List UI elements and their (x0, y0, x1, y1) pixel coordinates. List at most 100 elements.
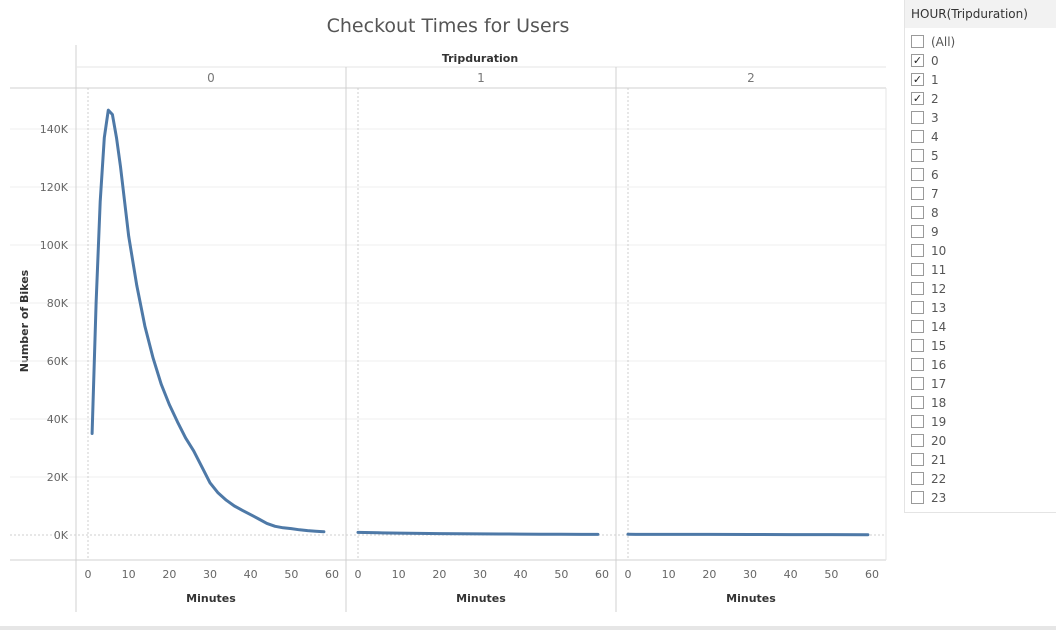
filter-item-15[interactable]: 15 (905, 336, 1056, 355)
filter-item-label: 21 (931, 452, 947, 467)
filter-item-12[interactable]: 12 (905, 279, 1056, 298)
checkbox-icon[interactable] (911, 377, 924, 390)
line-chart: Checkout Times for Users Tripduration Nu… (10, 15, 887, 612)
filter-item-label: 15 (931, 338, 947, 353)
filter-item-1[interactable]: ✓ 1 (905, 70, 1056, 89)
y-tick-label: 0K (54, 529, 69, 542)
checkbox-icon[interactable] (911, 396, 924, 409)
filter-item-22[interactable]: 22 (905, 469, 1056, 488)
filter-item-6[interactable]: 6 (905, 165, 1056, 184)
checkbox-icon[interactable] (911, 111, 924, 124)
filter-item-3[interactable]: 3 (905, 108, 1056, 127)
filter-item-5[interactable]: 5 (905, 146, 1056, 165)
filter-item-18[interactable]: 18 (905, 393, 1056, 412)
checkbox-icon[interactable] (911, 225, 924, 238)
x-tick-label: 0 (355, 568, 362, 581)
filter-item-all[interactable]: (All) (905, 32, 1056, 51)
filter-item-9[interactable]: 9 (905, 222, 1056, 241)
checkbox-icon[interactable] (911, 263, 924, 276)
filter-item-8[interactable]: 8 (905, 203, 1056, 222)
x-tick-label: 50 (284, 568, 298, 581)
checkbox-checked-icon[interactable]: ✓ (911, 73, 924, 86)
y-tick-label: 140K (40, 123, 69, 136)
filter-item-10[interactable]: 10 (905, 241, 1056, 260)
filter-item-11[interactable]: 11 (905, 260, 1056, 279)
x-tick-label: 20 (432, 568, 446, 581)
filter-item-14[interactable]: 14 (905, 317, 1056, 336)
filter-item-label: 0 (931, 53, 939, 68)
checkbox-icon[interactable] (911, 320, 924, 333)
checkbox-icon[interactable] (911, 358, 924, 371)
x-tick-label: 0 (85, 568, 92, 581)
checkbox-icon[interactable] (911, 244, 924, 257)
filter-item-23[interactable]: 23 (905, 488, 1056, 507)
x-tick-label: 30 (203, 568, 217, 581)
checkbox-icon[interactable] (911, 130, 924, 143)
filter-item-label: 11 (931, 262, 947, 277)
y-tick-label: 80K (47, 297, 69, 310)
checkbox-icon[interactable] (911, 472, 924, 485)
checkbox-icon[interactable] (911, 434, 924, 447)
filter-item-label: 7 (931, 186, 939, 201)
x-tick-label: 10 (662, 568, 676, 581)
filter-item-20[interactable]: 20 (905, 431, 1056, 450)
checkbox-icon[interactable] (911, 415, 924, 428)
column-header-title: Tripduration (442, 52, 518, 65)
x-axis-title: Minutes (456, 592, 506, 605)
panel-title-2: 2 (747, 71, 755, 85)
filter-item-label: (All) (931, 34, 956, 49)
filter-item-2[interactable]: ✓ 2 (905, 89, 1056, 108)
filter-item-label: 19 (931, 414, 947, 429)
checkbox-icon[interactable] (911, 206, 924, 219)
x-tick-label: 20 (162, 568, 176, 581)
y-axis-title: Number of Bikes (18, 269, 31, 372)
chart-title: Checkout Times for Users (327, 15, 570, 37)
filter-item-label: 16 (931, 357, 947, 372)
filter-item-label: 8 (931, 205, 939, 220)
filter-item-16[interactable]: 16 (905, 355, 1056, 374)
x-tick-label: 20 (702, 568, 716, 581)
x-axis-title: Minutes (186, 592, 236, 605)
filter-list: (All) ✓ 0 ✓ 1 ✓ 2 3 4 5 6 7 8 9 10 11 12 13 14 15 16 17 18 19 20… (905, 28, 1056, 507)
filter-item-label: 13 (931, 300, 947, 315)
y-tick-label: 100K (40, 239, 69, 252)
checkbox-icon[interactable] (911, 168, 924, 181)
panel-title-1: 1 (477, 71, 485, 85)
x-tick-label: 30 (473, 568, 487, 581)
x-axis-title: Minutes (726, 592, 776, 605)
series-line-1 (356, 530, 600, 536)
horizontal-scrollbar[interactable] (0, 626, 1056, 630)
filter-item-label: 10 (931, 243, 947, 258)
filter-item-label: 6 (931, 167, 939, 182)
checkbox-icon[interactable] (911, 149, 924, 162)
checkbox-icon[interactable] (911, 35, 924, 48)
x-tick-label: 50 (824, 568, 838, 581)
checkbox-checked-icon[interactable]: ✓ (911, 92, 924, 105)
y-tick-label: 120K (40, 181, 69, 194)
x-tick-label: 60 (595, 568, 609, 581)
checkbox-icon[interactable] (911, 339, 924, 352)
filter-item-label: 4 (931, 129, 939, 144)
x-tick-label: 0 (625, 568, 632, 581)
checkbox-icon[interactable] (911, 491, 924, 504)
filter-item-label: 2 (931, 91, 939, 106)
filter-item-4[interactable]: 4 (905, 127, 1056, 146)
filter-item-7[interactable]: 7 (905, 184, 1056, 203)
filter-item-17[interactable]: 17 (905, 374, 1056, 393)
checkbox-icon[interactable] (911, 301, 924, 314)
filter-item-19[interactable]: 19 (905, 412, 1056, 431)
x-tick-label: 30 (743, 568, 757, 581)
hour-filter-panel: HOUR(Tripduration) (All) ✓ 0 ✓ 1 ✓ 2 3 4 5 6 7 8 9 10 1… (904, 0, 1056, 513)
checkbox-icon[interactable] (911, 453, 924, 466)
filter-item-0[interactable]: ✓ 0 (905, 51, 1056, 70)
filter-item-21[interactable]: 21 (905, 450, 1056, 469)
x-tick-label: 50 (554, 568, 568, 581)
checkbox-icon[interactable] (911, 187, 924, 200)
checkbox-checked-icon[interactable]: ✓ (911, 54, 924, 67)
filter-item-label: 22 (931, 471, 947, 486)
x-tick-label: 10 (122, 568, 136, 581)
panel-title-0: 0 (207, 71, 215, 85)
x-tick-label: 40 (784, 568, 798, 581)
checkbox-icon[interactable] (911, 282, 924, 295)
filter-item-13[interactable]: 13 (905, 298, 1056, 317)
